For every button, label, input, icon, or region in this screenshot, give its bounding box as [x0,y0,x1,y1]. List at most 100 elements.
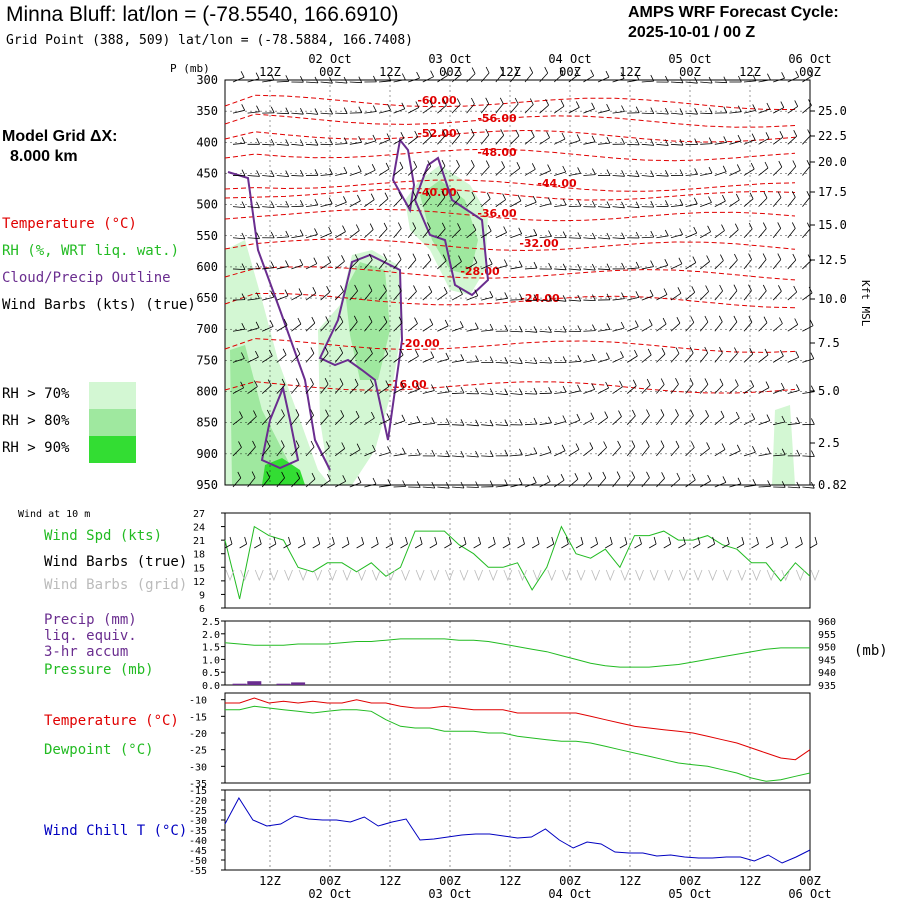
wind-barb [291,478,300,488]
wind-barb-flag [576,134,581,141]
wind-barb-flag [369,223,374,230]
wind-barb [364,111,377,114]
wind-barb-flag [326,286,330,293]
wind-barb-grid [415,569,425,582]
wind-barb [378,259,387,270]
wind-barb-flag [445,352,450,360]
wind-barb-grid [752,569,761,582]
wind-barb-flag [285,170,290,177]
wind-barb-flag [592,324,596,331]
wind-barb-flag [357,194,361,202]
wind-barb [495,135,505,145]
wind-barb [451,424,465,426]
wind-barb-flag [270,201,275,208]
wind-barb-flag [532,476,537,483]
wind-barb-flag [504,292,509,299]
wind-barb-flag [475,450,479,458]
wind-barb [700,172,713,176]
wind-barb [729,111,742,114]
wind-barb-true [429,543,437,549]
wind-barb [480,198,491,207]
wind-barb-flag [383,284,387,291]
wind-barb [568,268,581,271]
isotherm-label: -28.00 [460,265,500,278]
wind-barb [714,200,726,207]
wind-barb [758,290,767,301]
wind-barb [758,387,770,394]
wind-barb [597,387,609,394]
model-grid-info: Model Grid ΔX: 8.000 km [2,127,118,167]
wind-barb-flag [791,191,796,198]
wind-barb-flag [325,316,330,323]
wind-barb-flag [738,75,742,83]
wind-barb [495,361,508,364]
wind-barb-flag [603,441,607,448]
wind-barb [772,197,782,207]
wind-barb-flag [548,294,552,302]
wind-barb-flag [412,253,417,260]
wind-barb-flag [779,131,784,138]
wind-barb-flag [241,169,246,176]
wind-barb [583,108,595,114]
wind-barb-flag [794,100,799,107]
wind-barb [772,136,784,145]
wind-barb-flag [386,413,391,420]
precip-panel-frame [224,620,811,686]
wind-barb-flag [314,228,318,235]
wind-barb-grid [298,569,308,582]
wind-barb [743,110,756,114]
bottom-time-tick: 12Z [739,874,761,888]
wind-barb-flag [471,67,476,74]
wind-barb [554,391,567,394]
wind-barb-flag [635,170,640,177]
wind-barb-flag [737,477,742,484]
wind-barb-flag [241,352,245,359]
wind-barb [729,229,739,239]
wind-barb [773,107,784,114]
wind-barb-flag [266,471,271,478]
wind-barb-flag [664,229,669,237]
wind-barb-flag [516,162,521,169]
legend-rh80: RH > 80% [2,413,70,429]
wind-barb-flag [456,191,461,198]
wind-barb [481,393,494,395]
wind-barb [305,263,317,270]
wind-barb [305,112,318,115]
wind-barb-grid [722,569,732,582]
wind-barb [554,421,566,426]
wind-barb-flag [723,136,728,143]
wind-barb-flag [370,379,374,386]
wind-barb [524,361,537,364]
wind-barb-flag [371,411,375,419]
wind-barb-flag [811,418,815,425]
wind-barb [802,196,811,207]
wind-barb-flag [722,165,727,172]
pressure-tick-label: 800 [196,385,218,399]
wind-barb-flag [619,380,623,387]
pressure-tick-label: 300 [196,73,218,87]
wind-barb-flag [399,161,404,169]
wind-barb [291,175,304,177]
wind-barb [481,329,494,332]
wind-barb [772,323,783,332]
wind-barb-flag [489,323,494,331]
wind-barb-flag [751,133,756,140]
wind-barb-flag [546,475,551,482]
wind-barb [378,386,390,394]
wind-barb [247,356,259,363]
wind-barb-flag [807,129,811,136]
wind-barb-flag [694,108,698,115]
wind-barb-true [736,543,745,549]
wind-barb-flag [256,232,260,239]
wind-barb [641,415,650,425]
wind-barb-flag [796,449,801,457]
wind-barb [524,267,538,270]
wind-barb-flag [518,227,523,234]
wind-barb [466,328,479,332]
wind-barb-flag [604,411,609,418]
legend-rh: RH (%, WRT liq. wat.) [2,243,180,259]
wind-barb-flag [631,471,636,478]
wind-barb-flag [634,349,638,357]
isotherm-line [224,129,796,143]
wind-barb-flag [416,481,421,488]
